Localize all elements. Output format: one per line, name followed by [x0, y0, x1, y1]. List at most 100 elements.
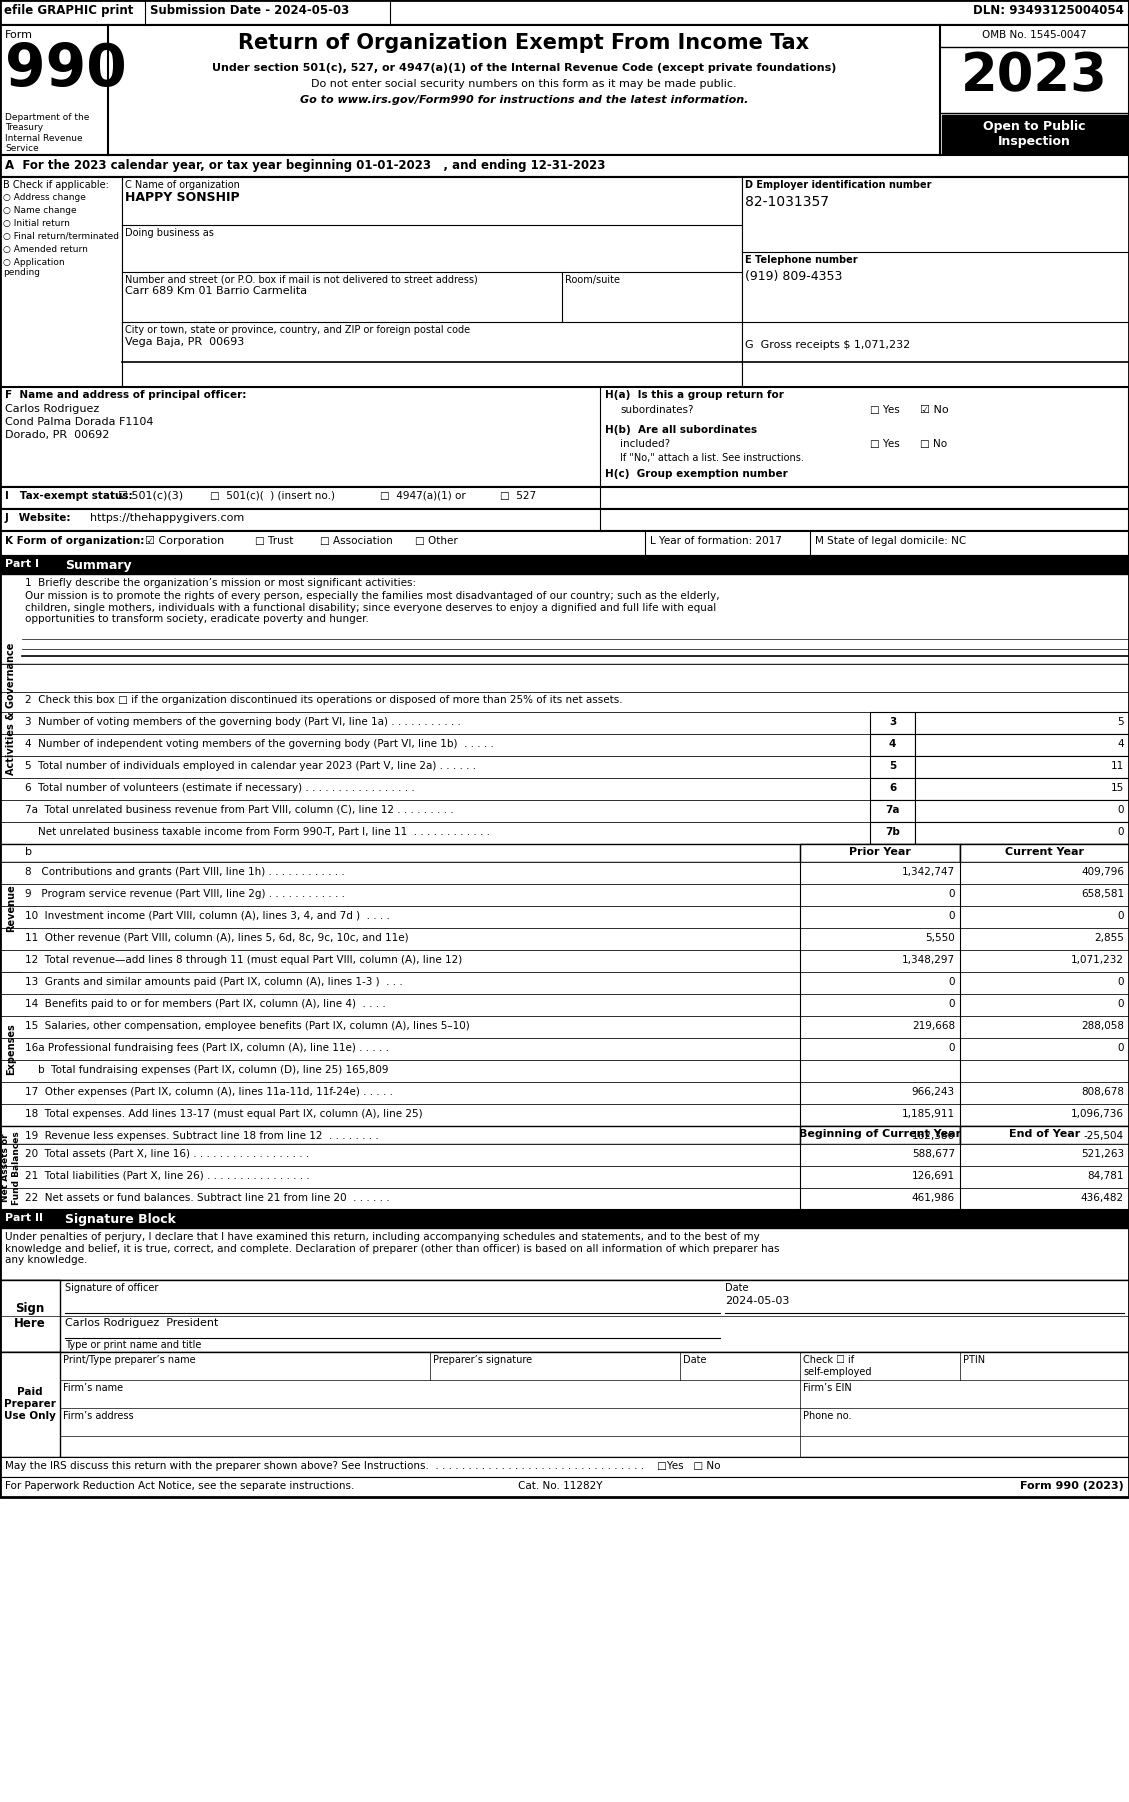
Text: 0: 0 — [948, 977, 955, 987]
Text: □  4947(a)(1) or: □ 4947(a)(1) or — [380, 490, 466, 501]
Text: 658,581: 658,581 — [1080, 888, 1124, 899]
Text: 9   Program service revenue (Part VIII, line 2g) . . . . . . . . . . . .: 9 Program service revenue (Part VIII, li… — [25, 888, 345, 899]
Bar — [0, 557, 1129, 575]
Text: Department of the
Treasury
Internal Revenue
Service: Department of the Treasury Internal Reve… — [5, 114, 89, 153]
Text: 2024-05-03: 2024-05-03 — [725, 1296, 789, 1306]
Bar — [914, 757, 1129, 778]
Text: Cond Palma Dorada F1104: Cond Palma Dorada F1104 — [5, 416, 154, 427]
Text: Date: Date — [725, 1283, 749, 1294]
Text: 15  Salaries, other compensation, employee benefits (Part IX, column (A), lines : 15 Salaries, other compensation, employe… — [25, 1022, 470, 1031]
Bar — [0, 487, 1129, 508]
Text: Go to www.irs.gov/Form990 for instructions and the latest information.: Go to www.irs.gov/Form990 for instructio… — [300, 96, 749, 105]
Text: 0: 0 — [1118, 977, 1124, 987]
Bar — [0, 1279, 1129, 1352]
Text: Firm’s EIN: Firm’s EIN — [803, 1382, 851, 1393]
Text: Net unrelated business taxable income from Form 990-T, Part I, line 11  . . . . : Net unrelated business taxable income fr… — [25, 827, 490, 836]
Text: C Name of organization: C Name of organization — [125, 180, 239, 189]
Bar — [0, 25, 1129, 155]
Bar — [914, 800, 1129, 822]
Text: 11  Other revenue (Part VIII, column (A), lines 5, 6d, 8c, 9c, 10c, and 11e): 11 Other revenue (Part VIII, column (A),… — [25, 933, 409, 942]
Bar — [800, 1126, 960, 1144]
Bar — [0, 757, 1129, 778]
Text: 2,855: 2,855 — [1094, 933, 1124, 942]
Text: 13  Grants and similar amounts paid (Part IX, column (A), lines 1-3 )  . . .: 13 Grants and similar amounts paid (Part… — [25, 977, 403, 987]
Text: 7a  Total unrelated business revenue from Part VIII, column (C), line 12 . . . .: 7a Total unrelated business revenue from… — [25, 805, 454, 815]
Text: □ Association: □ Association — [320, 535, 393, 546]
Text: 4  Number of independent voting members of the governing body (Part VI, line 1b): 4 Number of independent voting members o… — [25, 739, 493, 750]
Text: Expenses: Expenses — [6, 1024, 16, 1074]
Text: If "No," attach a list. See instructions.: If "No," attach a list. See instructions… — [620, 452, 804, 463]
Text: 966,243: 966,243 — [912, 1087, 955, 1097]
Bar — [0, 1352, 60, 1458]
Text: 288,058: 288,058 — [1080, 1022, 1124, 1031]
Text: □ Trust: □ Trust — [255, 535, 294, 546]
Text: Form 990 (2023): Form 990 (2023) — [1021, 1481, 1124, 1490]
Bar — [0, 1458, 1129, 1478]
Bar — [0, 1209, 1129, 1227]
Bar — [0, 1352, 1129, 1458]
Text: 4: 4 — [889, 739, 896, 750]
Text: I   Tax-exempt status:: I Tax-exempt status: — [5, 490, 132, 501]
Text: Number and street (or P.O. box if mail is not delivered to street address): Number and street (or P.O. box if mail i… — [125, 276, 478, 285]
Bar — [870, 800, 914, 822]
Text: H(c)  Group exemption number: H(c) Group exemption number — [605, 469, 788, 479]
Text: B Check if applicable:: B Check if applicable: — [3, 180, 108, 189]
Text: 22  Net assets or fund balances. Subtract line 21 from line 20  . . . . . .: 22 Net assets or fund balances. Subtract… — [25, 1193, 390, 1204]
Bar — [0, 1016, 1129, 1038]
Text: efile GRAPHIC print: efile GRAPHIC print — [5, 4, 133, 16]
Bar — [0, 800, 1129, 822]
Text: Preparer’s signature: Preparer’s signature — [434, 1355, 532, 1364]
Text: F  Name and address of principal officer:: F Name and address of principal officer: — [5, 389, 246, 400]
Text: Return of Organization Exempt From Income Tax: Return of Organization Exempt From Incom… — [238, 32, 809, 52]
Bar — [0, 843, 21, 971]
Bar — [0, 1081, 1129, 1105]
Text: 7a: 7a — [885, 805, 900, 815]
Bar — [914, 712, 1129, 733]
Text: G  Gross receipts $ 1,071,232: G Gross receipts $ 1,071,232 — [745, 341, 910, 350]
Bar — [0, 1038, 1129, 1060]
Text: 990: 990 — [5, 41, 126, 97]
Text: ○ Address change: ○ Address change — [3, 193, 86, 202]
Text: 0: 0 — [948, 998, 955, 1009]
Text: Signature of officer: Signature of officer — [65, 1283, 158, 1294]
Text: Current Year: Current Year — [1005, 847, 1084, 858]
Text: PTIN: PTIN — [963, 1355, 986, 1364]
Bar — [870, 712, 914, 733]
Bar — [960, 1126, 1129, 1144]
Text: ☑ No: ☑ No — [920, 405, 948, 414]
Text: (919) 809-4353: (919) 809-4353 — [745, 270, 842, 283]
Text: 2023: 2023 — [961, 50, 1108, 103]
Text: 17  Other expenses (Part IX, column (A), lines 11a-11d, 11f-24e) . . . . .: 17 Other expenses (Part IX, column (A), … — [25, 1087, 393, 1097]
Bar — [0, 575, 21, 843]
Text: 82-1031357: 82-1031357 — [745, 195, 829, 209]
Text: 1,348,297: 1,348,297 — [902, 955, 955, 966]
Text: Cat. No. 11282Y: Cat. No. 11282Y — [518, 1481, 602, 1490]
Text: Do not enter social security numbers on this form as it may be made public.: Do not enter social security numbers on … — [312, 79, 737, 88]
Bar — [0, 733, 1129, 757]
Bar — [0, 177, 122, 387]
Text: 0: 0 — [948, 1043, 955, 1052]
Text: 19  Revenue less expenses. Subtract line 18 from line 12  . . . . . . . .: 19 Revenue less expenses. Subtract line … — [25, 1132, 378, 1141]
Text: OMB No. 1545-0047: OMB No. 1545-0047 — [982, 31, 1086, 40]
Text: Paid
Preparer
Use Only: Paid Preparer Use Only — [5, 1388, 56, 1420]
Bar — [870, 778, 914, 800]
Text: Summary: Summary — [65, 559, 132, 571]
Text: 15: 15 — [1111, 784, 1124, 793]
Text: □ Yes: □ Yes — [870, 440, 900, 449]
Bar — [800, 843, 960, 861]
Text: ☑ 501(c)(3): ☑ 501(c)(3) — [119, 490, 183, 501]
Text: Dorado, PR  00692: Dorado, PR 00692 — [5, 431, 110, 440]
Text: J   Website:: J Website: — [5, 514, 71, 523]
Text: Date: Date — [683, 1355, 707, 1364]
Text: K Form of organization:: K Form of organization: — [5, 535, 145, 546]
Bar — [0, 843, 1129, 861]
Text: 84,781: 84,781 — [1087, 1171, 1124, 1180]
Bar — [0, 663, 1129, 692]
Text: 5  Total number of individuals employed in calendar year 2023 (Part V, line 2a) : 5 Total number of individuals employed i… — [25, 760, 476, 771]
Bar — [0, 1188, 1129, 1209]
Text: 0: 0 — [1118, 912, 1124, 921]
Text: Part I: Part I — [5, 559, 40, 569]
Text: E Telephone number: E Telephone number — [745, 256, 858, 265]
Text: ○ Final return/terminated: ○ Final return/terminated — [3, 232, 119, 241]
Text: Room/suite: Room/suite — [564, 276, 620, 285]
